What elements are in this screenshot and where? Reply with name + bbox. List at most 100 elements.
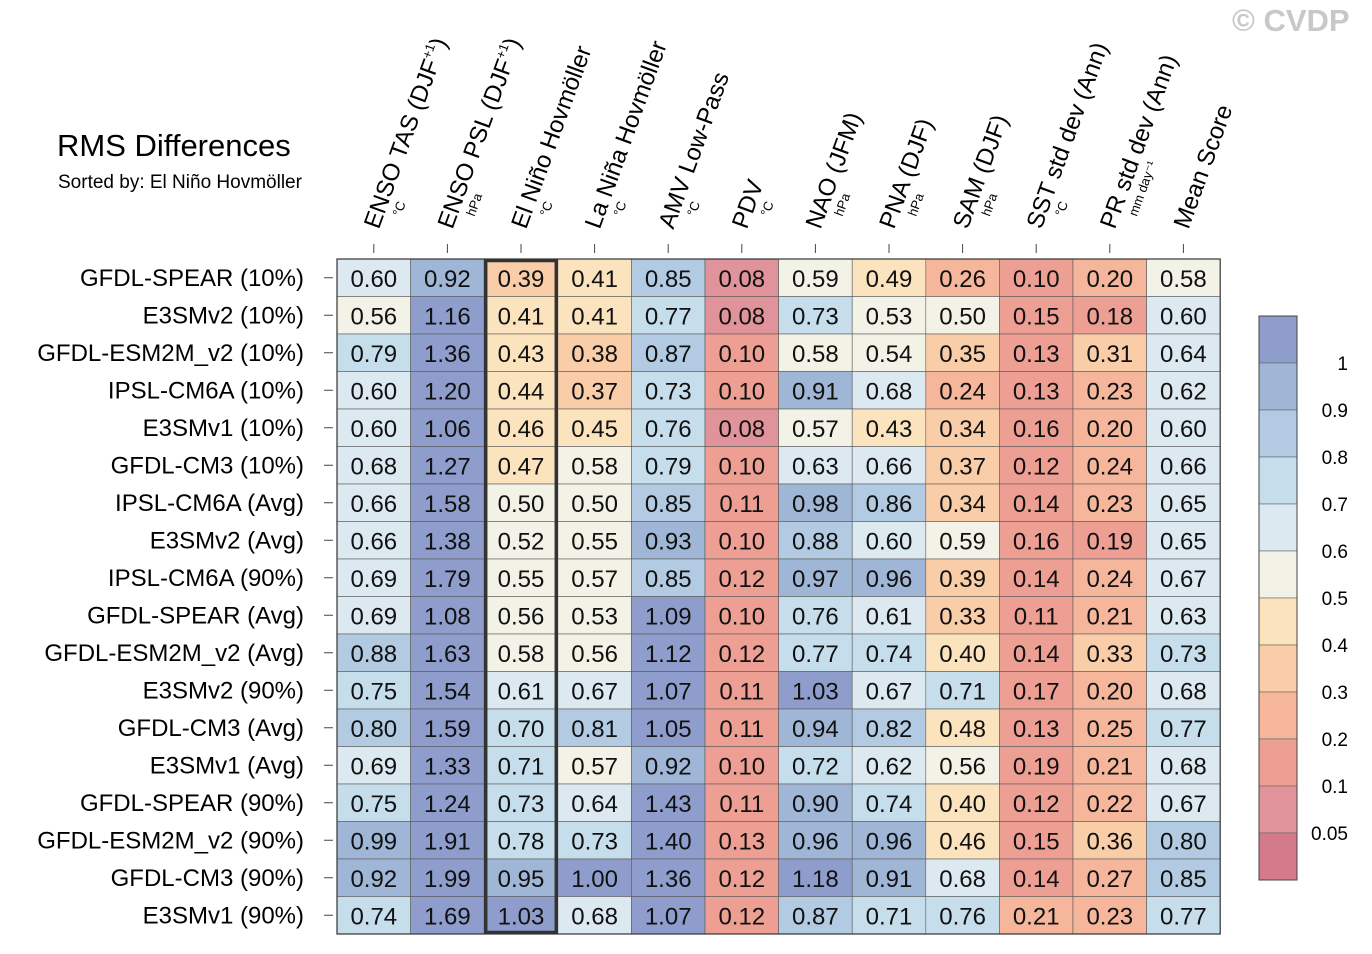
cell-value: 0.33 [1086, 641, 1133, 668]
heatmap-cell [999, 558, 1074, 597]
heatmap-cell [1146, 258, 1221, 297]
heatmap-cell [410, 483, 485, 522]
heatmap-cell [557, 783, 632, 822]
heatmap-cell [1072, 371, 1147, 410]
cell-value: 0.56 [939, 753, 986, 780]
cell-value: 1.59 [424, 716, 471, 743]
heatmap-cell [778, 783, 853, 822]
heatmap-cell [631, 521, 706, 560]
cell-value: 0.17 [1013, 678, 1060, 705]
cell-value: 0.47 [498, 453, 545, 480]
heatmap-cell [557, 858, 632, 897]
row-label: GFDL-SPEAR (10%) [80, 265, 304, 292]
cell-value: 0.52 [498, 528, 545, 555]
cell-value: 1.16 [424, 303, 471, 330]
heatmap-cell [483, 483, 559, 522]
heatmap-cell [778, 596, 853, 635]
cell-value: 0.96 [866, 566, 913, 593]
heatmap-cell [336, 746, 411, 785]
column-unit: °C [758, 199, 777, 218]
heatmap-cell [704, 446, 779, 485]
heatmap-cell [925, 296, 1000, 335]
heatmap-cell [851, 633, 927, 672]
heatmap-cell [778, 446, 853, 485]
cell-value: 1.63 [424, 641, 471, 668]
cell-value: 0.43 [498, 341, 545, 368]
heatmap-cell [778, 296, 853, 335]
heatmap-cell [557, 333, 632, 372]
heatmap-cell [1072, 258, 1147, 297]
heatmap-cell [483, 708, 559, 747]
cell-value: 0.18 [1086, 303, 1133, 330]
cell-value: 0.92 [424, 266, 471, 293]
cell-value: 0.26 [939, 266, 986, 293]
cell-value: 0.68 [571, 903, 618, 930]
heatmap-cell [483, 296, 559, 335]
cell-value: 0.85 [1160, 866, 1207, 893]
row-label: GFDL-CM3 (Avg) [118, 715, 304, 742]
heatmap-cell [704, 408, 779, 447]
colorbar-label: 1 [1337, 354, 1348, 375]
cell-value: 1.20 [424, 378, 471, 405]
cell-value: 0.70 [498, 716, 545, 743]
cell-value: 0.21 [1013, 903, 1060, 930]
heatmap-cell [851, 783, 927, 822]
cell-value: 0.87 [792, 903, 839, 930]
row-label: E3SMv1 (Avg) [150, 752, 304, 779]
cell-value: 0.73 [498, 791, 545, 818]
colorbar-label: 0.8 [1322, 448, 1348, 469]
heatmap-cell [704, 821, 779, 860]
cell-value: 0.60 [350, 378, 397, 405]
cell-value: 0.13 [718, 828, 765, 855]
cell-value: 0.19 [1086, 528, 1133, 555]
heatmap-cell [483, 558, 559, 597]
cell-value: 0.50 [498, 491, 545, 518]
cell-value: 0.58 [1160, 266, 1207, 293]
cell-value: 0.12 [1013, 791, 1060, 818]
cell-value: 0.41 [571, 266, 618, 293]
heatmap-cell [336, 408, 411, 447]
cell-value: 0.53 [571, 603, 618, 630]
cell-value: 0.73 [571, 828, 618, 855]
cell-value: 0.21 [1086, 753, 1133, 780]
heatmap-cell [851, 521, 927, 560]
cell-value: 0.68 [939, 866, 986, 893]
cell-value: 1.12 [645, 641, 692, 668]
heatmap-cell [851, 896, 927, 935]
heatmap-cell [851, 746, 927, 785]
heatmap-cell [336, 821, 411, 860]
watermark: © CVDP [1232, 3, 1350, 38]
cell-value: 0.23 [1086, 491, 1133, 518]
heatmap-cell [704, 858, 779, 897]
heatmap-cell [631, 483, 706, 522]
cell-value: 0.14 [1013, 566, 1060, 593]
cell-value: 0.67 [1160, 791, 1207, 818]
heatmap-cell [1146, 521, 1221, 560]
cell-value: 0.94 [792, 716, 839, 743]
cell-value: 0.86 [866, 491, 913, 518]
chart-subtitle: Sorted by: El Niño Hovmöller [58, 172, 302, 193]
heatmap-cell [557, 446, 632, 485]
cell-value: 0.13 [1013, 341, 1060, 368]
heatmap-cell [483, 858, 559, 897]
heatmap-cell [336, 896, 411, 935]
cell-value: 0.78 [498, 828, 545, 855]
cell-value: 0.91 [866, 866, 913, 893]
heatmap-cell [1146, 408, 1221, 447]
cell-value: 0.90 [792, 791, 839, 818]
cell-value: 0.58 [792, 341, 839, 368]
colorbar-label: 0.7 [1322, 495, 1348, 516]
cell-value: 0.60 [350, 266, 397, 293]
cell-value: 0.87 [645, 341, 692, 368]
heatmap-cell [631, 558, 706, 597]
cell-value: 0.92 [645, 753, 692, 780]
cell-value: 1.08 [424, 603, 471, 630]
cell-value: 0.74 [866, 641, 913, 668]
cell-value: 0.10 [718, 378, 765, 405]
cell-value: 0.10 [718, 453, 765, 480]
heatmap-cell [704, 633, 779, 672]
cell-value: 0.71 [498, 753, 545, 780]
row-label: E3SMv2 (10%) [143, 302, 304, 329]
row-label: E3SMv1 (10%) [143, 415, 304, 442]
